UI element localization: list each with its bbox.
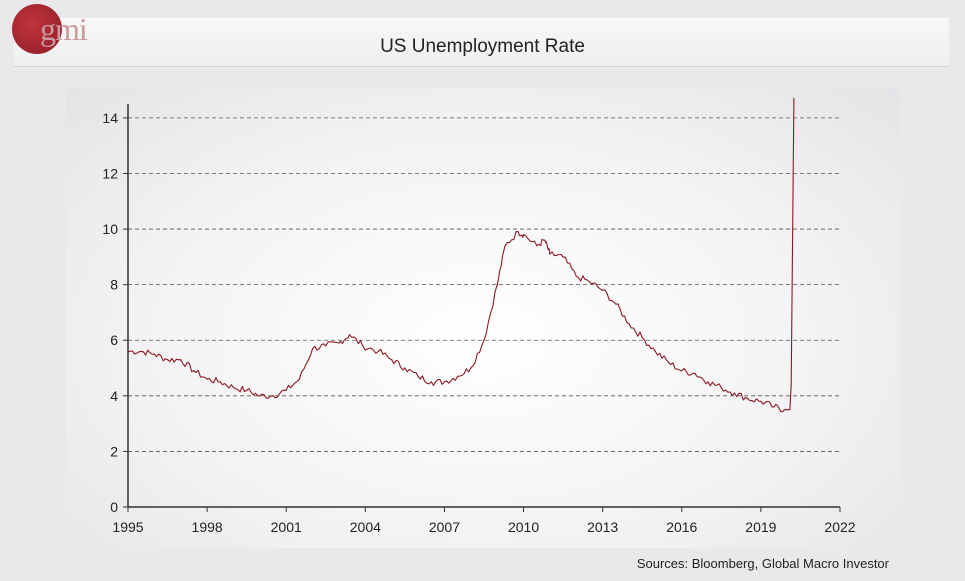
y-tick-label: 0 [110,499,118,515]
title-bar [14,18,949,67]
chart-title: US Unemployment Rate [380,36,585,57]
data-point [312,348,314,350]
x-tick-label: 2016 [666,519,697,535]
data-point [348,334,351,336]
data-point [246,389,248,391]
data-point [272,395,274,397]
data-point [681,370,683,372]
y-tick-label: 2 [110,443,118,459]
y-tick-label: 8 [110,277,118,293]
data-point [602,289,604,291]
data-point [517,231,519,233]
x-tick-label: 2004 [350,519,381,535]
data-point [180,359,182,361]
grid-lines [128,117,840,452]
data-point [457,375,459,377]
data-point [298,378,300,380]
plot-panel [66,88,900,548]
data-point [575,275,577,277]
logo-circle [12,4,62,54]
y-tick-label: 10 [102,221,118,237]
data-point [362,345,364,347]
data-point [496,284,498,286]
data-point [167,359,169,361]
x-tick-label: 2001 [271,519,302,535]
y-tick-label: 6 [110,332,118,348]
gmi-logo: gmi [12,4,112,64]
x-tick-label: 2013 [587,519,618,535]
data-point [504,245,506,247]
data-point [338,342,340,344]
data-point [404,367,406,369]
data-point [544,239,546,241]
x-tick-label: 2019 [745,519,776,535]
data-point [789,409,791,411]
axes [123,104,841,512]
y-tick-label: 14 [102,110,118,126]
data-point [325,345,327,347]
data-point [259,395,261,397]
data-point [391,359,393,361]
data-point [285,389,287,391]
x-tick-label: 2010 [508,519,539,535]
data-point [793,97,795,99]
data-point [790,384,792,386]
data-point [707,381,709,383]
y-tick-label: 4 [110,388,118,404]
source-note: Sources: Bloomberg, Global Macro Investo… [636,556,889,571]
data-point [377,350,380,352]
data-point [219,381,221,383]
data-point [668,361,670,364]
data-point [536,245,538,247]
data-point [641,336,643,339]
data-point [483,339,485,341]
data-point [549,253,551,255]
data-point [443,381,445,383]
data-point [760,400,762,402]
data-point [470,367,472,369]
data-point [773,406,775,408]
data-point [206,378,208,380]
data-point [430,381,432,383]
y-tick-label: 12 [102,165,118,181]
data-point [523,234,525,236]
x-tick-label: 1998 [192,519,223,535]
data-point [628,323,630,325]
data-point [733,392,736,394]
x-tick-label: 2022 [824,519,855,535]
series-layer [127,97,795,413]
data-point [193,370,195,372]
data-point [417,375,419,377]
x-tick-label: 1995 [112,519,143,535]
data-point [654,350,657,352]
data-point [784,409,786,411]
series-line [128,98,795,413]
data-point [615,303,617,305]
data-point [694,373,696,375]
data-point [588,281,591,283]
tick-labels: 0 2 4 6 8 10 12 14 1995 1998 2001 2004 2007 2010 2013 2… [102,110,855,535]
data-point [720,386,722,389]
logo-text: gmi [40,11,88,47]
data-point [562,256,564,258]
data-point [153,353,155,355]
x-tick-label: 2007 [429,519,460,535]
data-point [747,398,749,400]
data-point [232,386,235,389]
data-point [140,350,142,352]
data-point [127,350,129,352]
